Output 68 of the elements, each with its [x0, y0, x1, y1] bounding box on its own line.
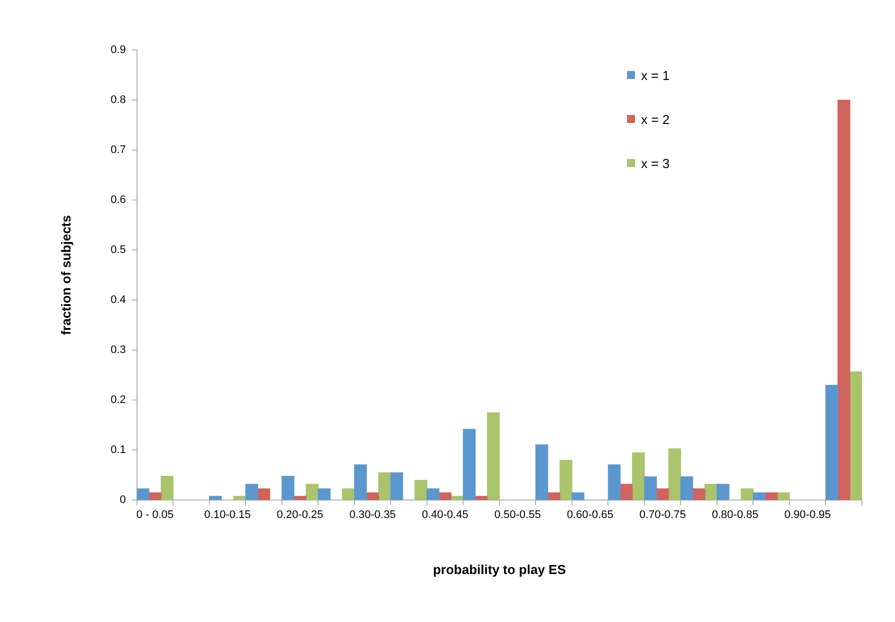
x-tick-label: 0.50-0.55 [494, 508, 541, 521]
bar [838, 100, 850, 500]
bar [209, 496, 222, 500]
bar [752, 492, 766, 500]
bar [306, 484, 318, 500]
bar [378, 472, 392, 500]
bar [547, 492, 560, 500]
legend-label: x = 2 [641, 112, 670, 126]
x-axis-title: probability to play ES [432, 562, 566, 577]
bar [390, 472, 404, 500]
legend-label: x = 1 [641, 68, 670, 82]
bar [535, 444, 548, 500]
x-tick-label: 0.70-0.75 [639, 508, 686, 521]
bar [740, 488, 754, 500]
x-tick-label: 0.80-0.85 [712, 508, 758, 521]
bar [160, 476, 174, 500]
y-tick-label: 0.4 [110, 294, 126, 306]
bar [572, 492, 584, 500]
y-tick-label: 0.3 [110, 344, 126, 356]
bar [632, 452, 645, 500]
y-tick-label: 0.1 [110, 444, 126, 456]
bar [644, 476, 657, 500]
bar [487, 412, 500, 500]
y-tick-label: 0.5 [110, 244, 126, 256]
y-tick-label: 0.2 [110, 394, 126, 406]
x-tick-label: 0.60-0.65 [566, 508, 614, 521]
y-tick-label: 0.6 [110, 194, 126, 206]
y-tick-label: 0.8 [110, 94, 126, 106]
bar [438, 492, 452, 500]
bar [136, 488, 150, 500]
bar [474, 496, 488, 500]
legend-label: x = 3 [641, 156, 670, 170]
bar [850, 371, 862, 500]
bar [245, 484, 258, 500]
bar [608, 464, 621, 500]
bar [704, 484, 718, 500]
bar [257, 488, 270, 500]
y-tick-label: 0.9 [110, 44, 126, 56]
bar [620, 484, 633, 500]
bar [777, 492, 790, 500]
bar [294, 496, 306, 500]
bar [462, 428, 476, 500]
bar [354, 464, 367, 500]
y-tick-label: 0.7 [110, 144, 126, 156]
bar [668, 448, 682, 500]
bar [680, 476, 694, 500]
bar [148, 492, 162, 500]
bar [318, 488, 331, 500]
bar [414, 480, 428, 500]
bar [764, 492, 778, 500]
y-tick-label: 0 [120, 494, 126, 506]
bar [366, 492, 379, 500]
x-tick-label: 0.10-0.15 [204, 508, 251, 521]
bar [233, 496, 246, 500]
bar [426, 488, 440, 500]
bar [656, 488, 669, 500]
bar [342, 488, 355, 500]
bar [560, 460, 572, 500]
x-tick-label: 0.90-0.95 [784, 508, 831, 521]
y-axis-title: fraction of subjects [58, 215, 74, 336]
bar [282, 476, 294, 500]
bar [692, 488, 706, 500]
bar [716, 484, 730, 500]
x-tick-label: 0.20-0.25 [276, 508, 324, 521]
x-tick-label: 0 - 0.05 [136, 508, 174, 521]
x-tick-label: 0.30-0.35 [349, 508, 396, 521]
x-tick-label: 0.40-0.45 [422, 508, 468, 521]
bar [825, 384, 838, 500]
